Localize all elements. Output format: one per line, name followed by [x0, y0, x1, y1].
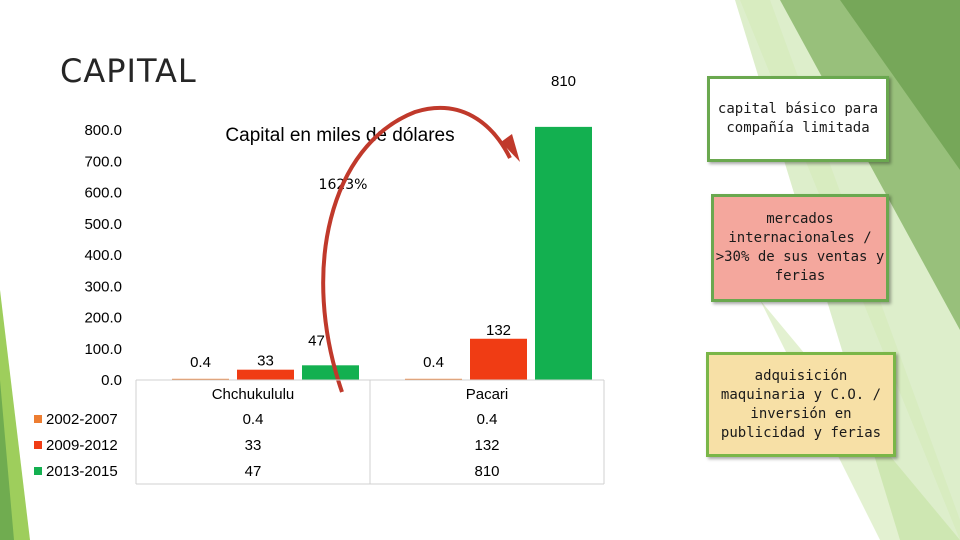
y-tick-label: 0.0 [101, 372, 122, 389]
callout-mercados: mercados internacionales / >30% de sus v… [711, 194, 889, 302]
table-category-label: Pacari [466, 386, 509, 403]
bar [302, 365, 359, 380]
y-tick-label: 700.0 [84, 153, 122, 170]
table-cell: 810 [474, 463, 499, 480]
bar [470, 338, 527, 380]
y-tick-label: 100.0 [84, 341, 122, 358]
growth-arrow-head [501, 134, 520, 162]
table-cell: 0.4 [243, 411, 264, 428]
legend-series-name: 2013-2015 [46, 463, 118, 480]
y-tick-label: 300.0 [84, 278, 122, 295]
data-label: 0.4 [190, 354, 211, 371]
bar [535, 126, 592, 380]
bar [237, 369, 294, 380]
data-labels: 0.4 33 47 0.4 132 810 [190, 73, 576, 371]
table-category-label: Chchukululu [212, 386, 295, 403]
y-tick-label: 200.0 [84, 310, 122, 327]
legend-swatch [34, 467, 42, 475]
bar [405, 378, 462, 380]
y-tick-label: 400.0 [84, 247, 122, 264]
data-label: 132 [486, 322, 511, 339]
growth-arrow [321, 106, 512, 393]
chart-title: Capital en miles de dólares [225, 125, 454, 146]
bars [172, 126, 592, 380]
legend-swatch [34, 415, 42, 423]
y-tick-label: 500.0 [84, 216, 122, 233]
y-axis: 800.0 700.0 600.0 500.0 400.0 300.0 200.0 100.0… [84, 122, 122, 389]
table-cell: 0.4 [477, 411, 498, 428]
data-label: 810 [551, 73, 576, 90]
y-tick-label: 600.0 [84, 185, 122, 202]
callout-capital-basico: capital básico para compañía limitada [707, 76, 889, 162]
y-tick-label: 800.0 [84, 122, 122, 139]
legend-series-name: 2002-2007 [46, 411, 118, 428]
table-cell: 47 [245, 463, 262, 480]
data-table: Chchukululu Pacari 2002-2007 0.4 0.4 2009-201… [34, 379, 605, 485]
legend-swatch [34, 441, 42, 449]
callout-adquisicion: adquisición maquinaria y C.O. / inversió… [706, 352, 896, 457]
data-label: 0.4 [423, 354, 444, 371]
legend-series-name: 2009-2012 [46, 437, 118, 454]
table-cell: 132 [474, 437, 499, 454]
data-label: 47 [308, 332, 325, 349]
slide-title: CAPITAL [60, 52, 197, 90]
data-label: 33 [257, 353, 274, 370]
table-cell: 33 [245, 437, 262, 454]
bar [172, 378, 229, 380]
